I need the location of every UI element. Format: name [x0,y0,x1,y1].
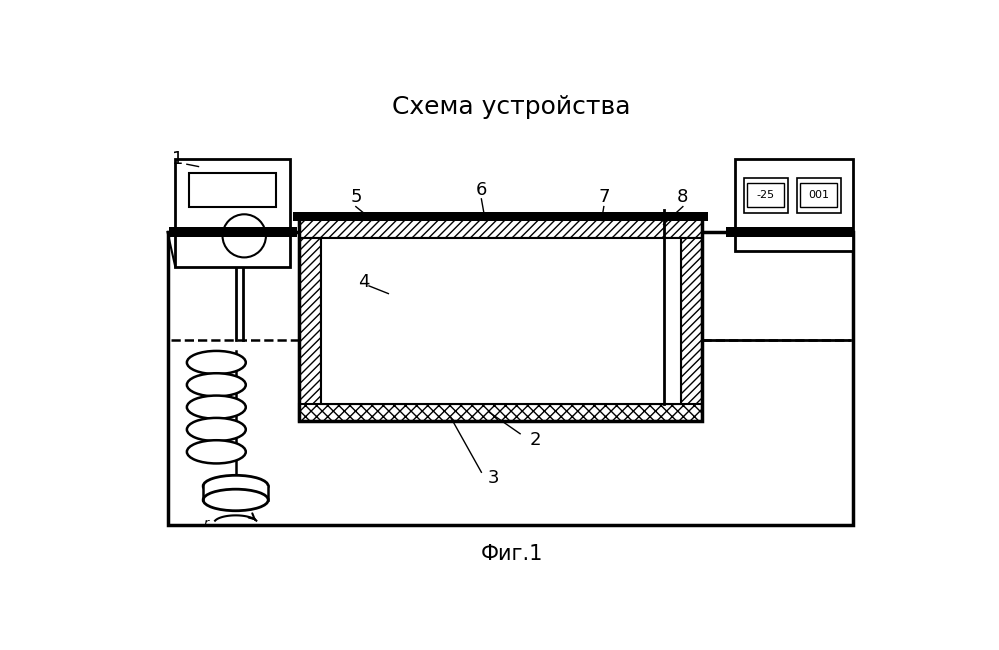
Text: 001: 001 [808,190,829,200]
Ellipse shape [187,351,246,374]
Text: 4: 4 [358,273,370,291]
Text: 7: 7 [598,188,609,206]
Circle shape [223,214,266,257]
Bar [735,159,852,252]
Bar [680,238,702,421]
Ellipse shape [203,475,269,497]
Bar [797,178,841,213]
Text: Схема устройства: Схема устройства [393,96,630,119]
Bar [189,173,276,207]
Text: 5: 5 [350,188,362,206]
Bar [300,404,702,421]
Bar [747,183,784,207]
Bar [169,227,297,237]
Bar [321,238,680,404]
Text: -25: -25 [756,190,775,200]
Bar [725,227,853,237]
Ellipse shape [187,373,246,396]
Bar [168,232,853,525]
Bar [300,238,321,421]
Bar [800,183,837,207]
Text: 8: 8 [677,188,688,206]
Text: 1: 1 [172,150,183,168]
Ellipse shape [187,440,246,463]
Bar [175,159,290,266]
Text: 6: 6 [476,181,488,199]
Ellipse shape [203,489,269,511]
Bar [744,178,788,213]
Ellipse shape [187,418,246,441]
Bar [293,212,708,221]
Text: 2: 2 [529,431,541,449]
Text: Фиг.1: Фиг.1 [481,544,542,564]
Ellipse shape [187,396,246,419]
Bar [300,216,702,238]
Text: 3: 3 [488,469,499,488]
Text: r: r [204,517,209,530]
Bar [300,216,702,421]
Bar [203,486,269,500]
